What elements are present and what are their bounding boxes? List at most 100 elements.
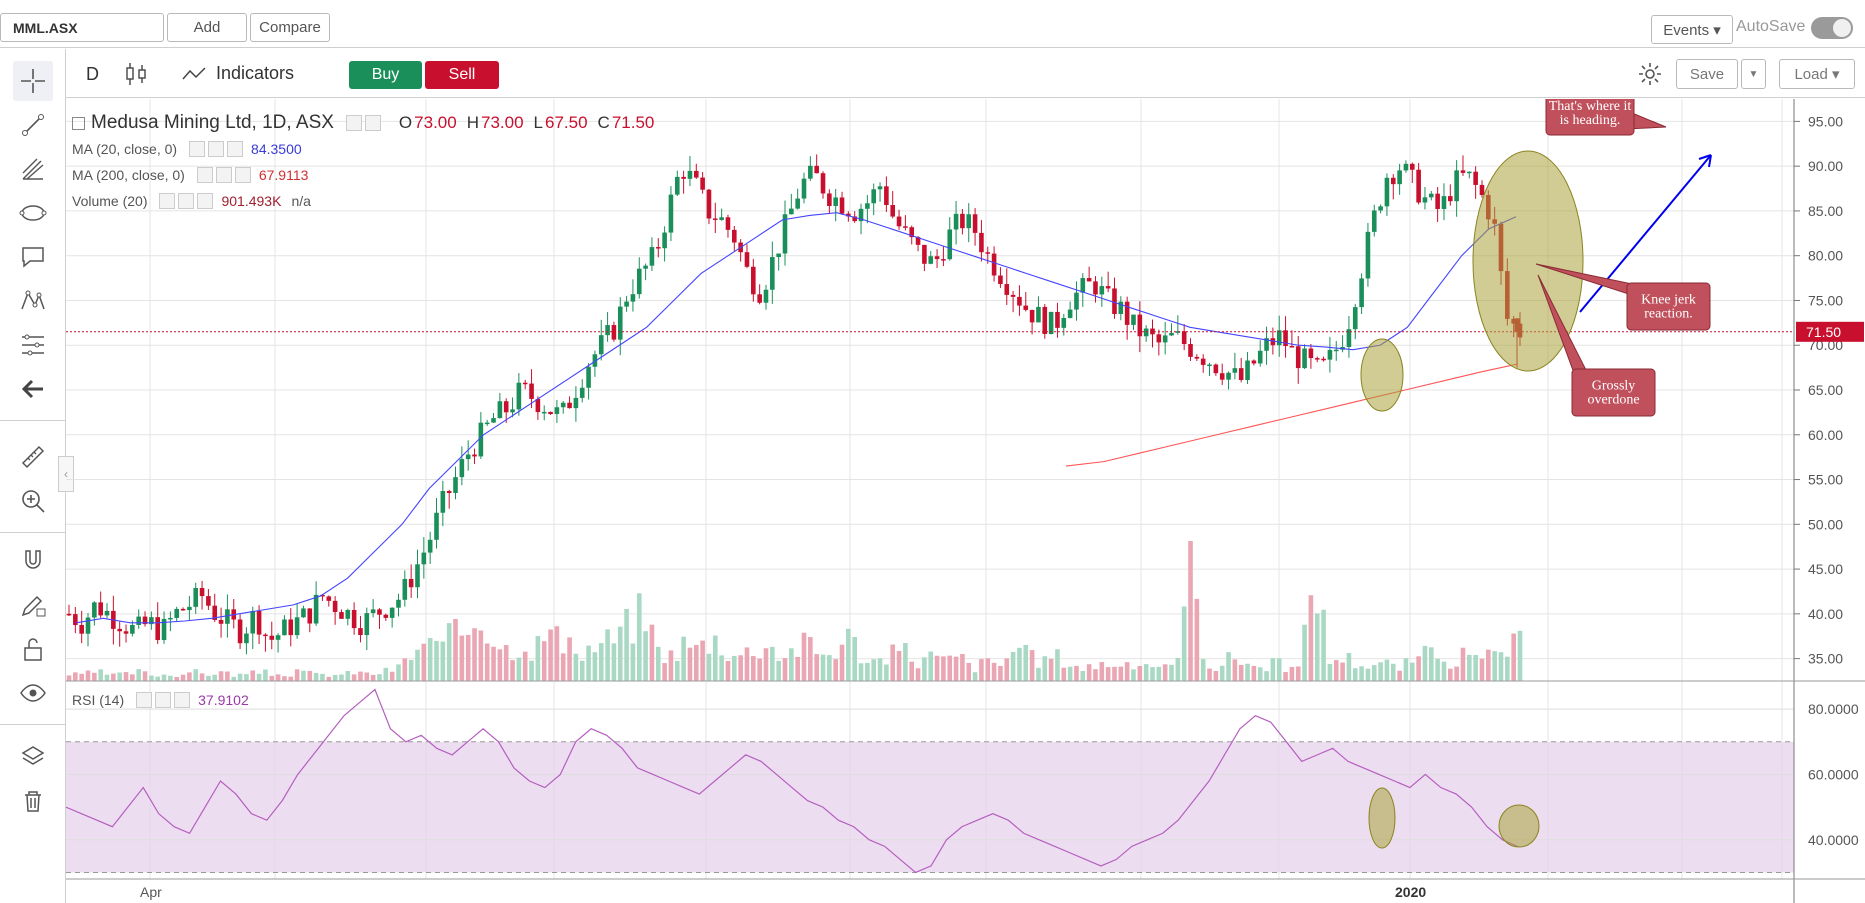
candle-body <box>288 619 294 636</box>
pitchfork-icon[interactable] <box>13 149 53 189</box>
candle-body <box>1055 311 1060 328</box>
ruler-icon[interactable] <box>13 437 53 477</box>
candle-body <box>858 208 864 222</box>
candle-body <box>465 454 471 460</box>
save-button[interactable]: Save <box>1676 59 1738 89</box>
indicators-icon <box>182 66 206 79</box>
candle-body <box>712 218 718 220</box>
ma200-legend-icons[interactable] <box>196 167 251 183</box>
candle-body <box>1365 231 1371 279</box>
highlight-ellipse <box>1360 338 1404 412</box>
volume-bar <box>364 672 370 681</box>
candle-body <box>1346 329 1352 347</box>
candle-body <box>415 564 420 588</box>
volume-bar <box>79 673 84 681</box>
candle-body <box>136 616 141 625</box>
volume-bar <box>85 670 91 681</box>
candle-body <box>358 628 363 636</box>
candle-body <box>453 477 458 493</box>
candle-body <box>1010 294 1016 297</box>
volume-bar <box>567 637 572 681</box>
zoom-in-icon[interactable] <box>13 481 53 521</box>
candle-body <box>1448 196 1453 202</box>
candle-body <box>1257 350 1263 364</box>
sell-button[interactable]: Sell <box>425 61 499 89</box>
rsi-legend-icons[interactable] <box>136 692 191 708</box>
collapse-toolbar-handle[interactable]: ‹ <box>58 456 74 492</box>
volume-bar <box>326 676 332 681</box>
volume-bar <box>174 677 180 681</box>
volume-bar <box>738 655 743 681</box>
high-label: H <box>466 113 479 132</box>
candle-body <box>1207 364 1212 367</box>
symbol-input[interactable]: MML.ASX <box>0 13 164 42</box>
candle-body <box>681 176 686 179</box>
candle-body <box>1283 330 1288 347</box>
settings-gear-icon[interactable] <box>1637 61 1663 92</box>
load-button[interactable]: Load ▾ <box>1779 59 1855 89</box>
volume-bar <box>1371 665 1377 681</box>
candle-body <box>573 397 579 409</box>
interval-button[interactable]: D <box>86 64 99 84</box>
candle-body <box>1352 307 1358 330</box>
add-button[interactable]: Add <box>167 13 247 42</box>
collapse-legend-icon[interactable] <box>72 116 85 130</box>
candle-body <box>877 186 883 190</box>
candle-body <box>548 411 553 415</box>
volume-bar <box>674 660 680 681</box>
heading-callout-text: That's where it <box>1549 99 1632 114</box>
save-options-chevron-down-icon[interactable]: ▼ <box>1741 59 1766 89</box>
candle-body <box>427 539 433 553</box>
eye-icon[interactable] <box>13 673 53 713</box>
events-dropdown[interactable]: Events ▾ <box>1651 15 1733 44</box>
volume-bar <box>1270 658 1276 681</box>
pattern-icon[interactable] <box>13 281 53 321</box>
volume-bar <box>218 671 224 681</box>
lock-draw-icon[interactable] <box>13 585 53 625</box>
volume-bar <box>111 673 116 681</box>
close-value: 71.50 <box>611 113 655 132</box>
autosave-toggle[interactable] <box>1811 17 1853 39</box>
candlestick-icon[interactable] <box>124 61 148 92</box>
candle-body <box>1435 193 1440 209</box>
unlock-icon[interactable] <box>13 629 53 669</box>
volume-bar <box>548 629 553 681</box>
trend-line-icon[interactable] <box>13 105 53 145</box>
volume-bar <box>1080 670 1086 681</box>
rsi-value: 37.9102 <box>198 692 249 708</box>
buy-button[interactable]: Buy <box>349 61 422 89</box>
candle-body <box>1409 163 1415 170</box>
candle-body <box>263 634 268 637</box>
legend-action-icons[interactable] <box>345 115 381 131</box>
candle-body <box>1371 210 1377 232</box>
volume-bar <box>351 674 357 681</box>
candle-body <box>1251 360 1257 364</box>
comment-icon[interactable] <box>13 237 53 277</box>
candle-body <box>1023 305 1029 310</box>
back-arrow-icon[interactable] <box>13 369 53 409</box>
volume-label: Volume (20) <box>72 193 148 209</box>
candle-body <box>522 382 528 385</box>
volume-legend-icons[interactable] <box>159 193 214 209</box>
volume-bar <box>199 673 205 681</box>
fib-icon[interactable] <box>13 325 53 365</box>
compare-button[interactable]: Compare <box>250 13 330 42</box>
ma20-legend-icons[interactable] <box>189 141 244 157</box>
candle-body <box>212 605 218 620</box>
magnet-icon[interactable] <box>13 541 53 581</box>
candle-body <box>757 294 762 303</box>
volume-bar <box>1308 595 1314 681</box>
price-tick-label: 80.00 <box>1808 248 1843 264</box>
crosshair-icon[interactable] <box>13 61 53 101</box>
volume-bar <box>529 660 534 681</box>
indicators-button[interactable]: Indicators <box>182 63 294 84</box>
volume-bar <box>877 658 883 681</box>
volume-bar <box>301 670 306 681</box>
layers-icon[interactable] <box>13 737 53 777</box>
shapes-icon[interactable] <box>13 193 53 233</box>
volume-bar <box>687 647 693 681</box>
trash-icon[interactable] <box>13 781 53 821</box>
symbol-title: Medusa Mining Ltd, 1D, ASX <box>91 112 334 133</box>
